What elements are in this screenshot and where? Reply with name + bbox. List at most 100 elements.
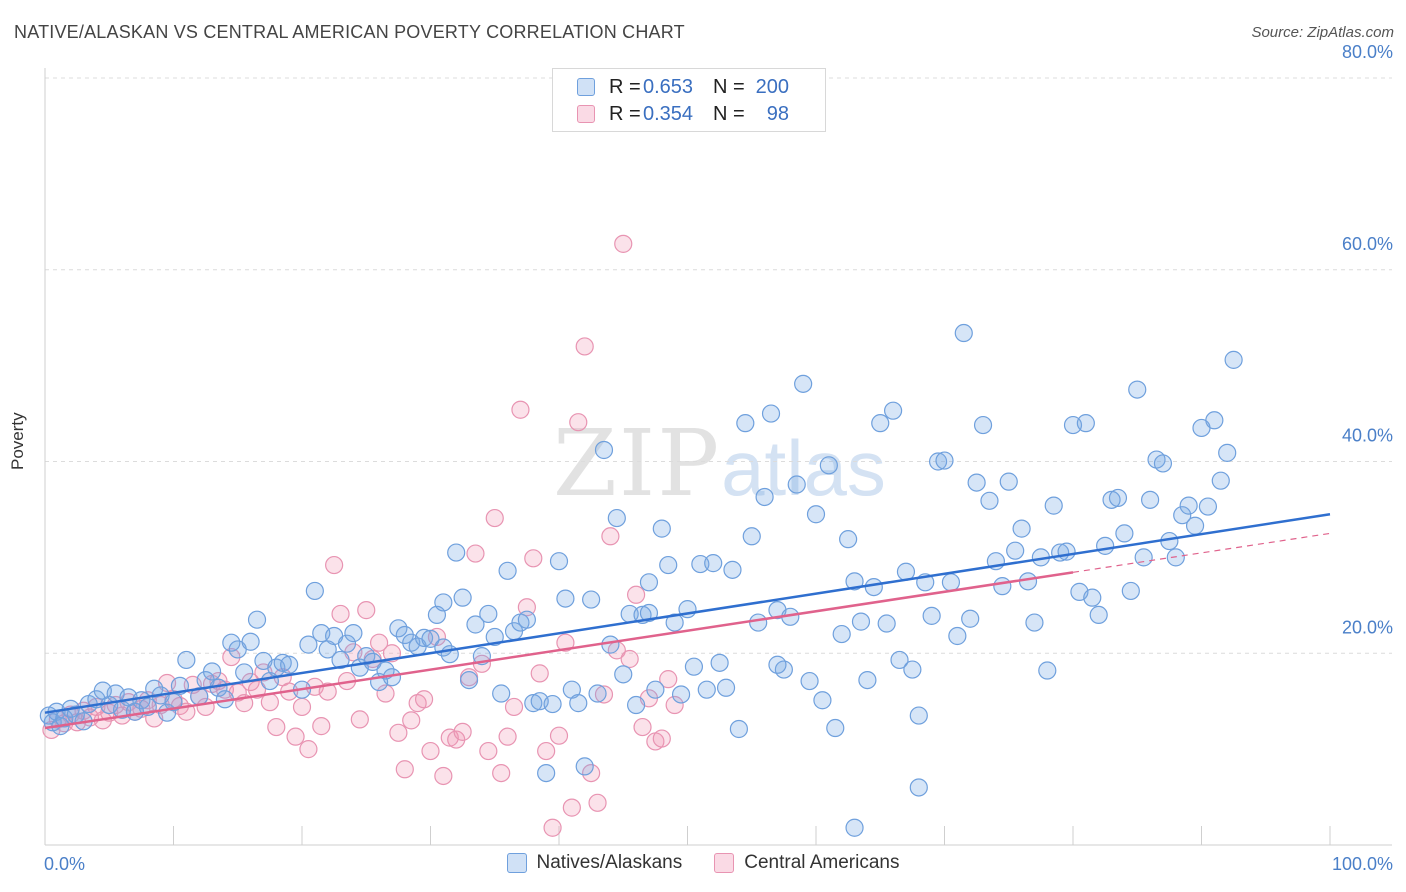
native-point bbox=[999, 472, 1018, 491]
native-point bbox=[1012, 519, 1031, 538]
central-point bbox=[485, 508, 504, 528]
native-point bbox=[485, 627, 504, 647]
x-tick-label: 100.0% bbox=[1332, 854, 1393, 874]
central-point bbox=[575, 337, 594, 356]
native-point bbox=[961, 609, 980, 628]
native-point bbox=[839, 530, 858, 549]
native-point bbox=[331, 650, 350, 670]
native-point bbox=[671, 685, 691, 704]
native-point bbox=[646, 680, 665, 699]
central-point bbox=[626, 585, 646, 604]
trendline-natives bbox=[44, 512, 1331, 714]
native-point bbox=[479, 604, 498, 624]
central-point bbox=[601, 527, 620, 546]
central-point bbox=[466, 544, 485, 563]
native-point bbox=[626, 695, 646, 715]
native-point bbox=[414, 628, 434, 648]
stats-legend: R = 0.653 N = 200 R = 0.354 N = 98 bbox=[552, 68, 826, 132]
central-point bbox=[620, 649, 639, 669]
central-point bbox=[370, 633, 389, 652]
central-point bbox=[267, 717, 286, 737]
native-point bbox=[280, 655, 299, 674]
native-point bbox=[344, 624, 363, 643]
central-point bbox=[402, 711, 421, 730]
central-point bbox=[614, 234, 633, 253]
legend-label-central: Central Americans bbox=[744, 852, 900, 873]
native-point bbox=[582, 590, 601, 609]
native-point bbox=[710, 653, 729, 672]
native-point bbox=[575, 757, 594, 776]
native-point bbox=[755, 487, 774, 507]
native-point bbox=[537, 763, 556, 783]
native-point bbox=[607, 508, 626, 528]
native-point bbox=[588, 684, 607, 703]
native-point bbox=[954, 323, 973, 343]
legend-swatch-central bbox=[577, 105, 595, 123]
native-point bbox=[761, 404, 781, 423]
native-point bbox=[909, 778, 928, 797]
central-point bbox=[659, 670, 678, 689]
native-point bbox=[235, 663, 254, 682]
legend-r-label: R = bbox=[609, 75, 641, 98]
native-point bbox=[909, 706, 928, 725]
native-point bbox=[1102, 490, 1121, 509]
central-point bbox=[633, 717, 652, 737]
central-point bbox=[286, 727, 305, 746]
native-point bbox=[639, 603, 659, 623]
legend-swatch-natives bbox=[577, 78, 595, 96]
native-point bbox=[556, 589, 575, 608]
x-tick-label: 0.0% bbox=[44, 854, 85, 874]
native-point bbox=[1038, 661, 1057, 680]
legend-r-label: R = bbox=[609, 102, 641, 125]
native-point bbox=[524, 694, 543, 713]
native-point bbox=[1057, 542, 1076, 561]
central-point bbox=[389, 723, 408, 742]
native-point bbox=[639, 573, 659, 592]
native-point bbox=[973, 415, 993, 435]
native-point bbox=[716, 678, 736, 697]
watermark-atlas: atlas bbox=[721, 424, 886, 512]
native-point bbox=[787, 475, 806, 494]
native-point bbox=[826, 718, 845, 738]
y-tick-label: 60.0% bbox=[1342, 234, 1393, 254]
native-point bbox=[1198, 497, 1218, 516]
native-point bbox=[1218, 443, 1237, 462]
source-label: Source: ZipAtlas.com bbox=[1251, 24, 1394, 41]
native-point bbox=[1083, 588, 1102, 607]
native-point bbox=[1134, 548, 1153, 567]
native-point bbox=[466, 615, 485, 634]
native-point bbox=[800, 671, 819, 691]
native-point bbox=[922, 606, 941, 625]
native-point bbox=[247, 610, 267, 629]
native-point bbox=[832, 624, 851, 644]
native-point bbox=[273, 653, 292, 672]
native-point bbox=[601, 635, 620, 654]
central-point bbox=[453, 722, 472, 741]
native-point bbox=[948, 626, 967, 646]
native-point bbox=[421, 629, 440, 648]
native-point bbox=[967, 473, 986, 492]
central-point bbox=[318, 682, 337, 701]
native-point bbox=[729, 719, 749, 739]
native-point bbox=[145, 679, 164, 698]
native-point bbox=[202, 662, 222, 681]
native-point bbox=[1166, 548, 1185, 567]
central-point bbox=[292, 697, 312, 717]
native-point bbox=[928, 452, 948, 471]
native-point bbox=[614, 665, 633, 684]
central-point bbox=[357, 601, 376, 620]
native-point bbox=[447, 543, 466, 562]
legend-n-value: 98 bbox=[766, 102, 789, 125]
native-point bbox=[1128, 380, 1147, 399]
central-point bbox=[524, 549, 543, 568]
native-point bbox=[845, 572, 864, 591]
legend-swatch-natives bbox=[506, 853, 527, 873]
legend-n-value: 200 bbox=[755, 75, 789, 98]
watermark: ZIPatlas bbox=[553, 410, 886, 517]
trendline-central bbox=[44, 571, 1074, 730]
native-point bbox=[665, 613, 684, 632]
native-point bbox=[697, 680, 716, 699]
native-point bbox=[980, 491, 999, 510]
native-point bbox=[453, 588, 472, 607]
